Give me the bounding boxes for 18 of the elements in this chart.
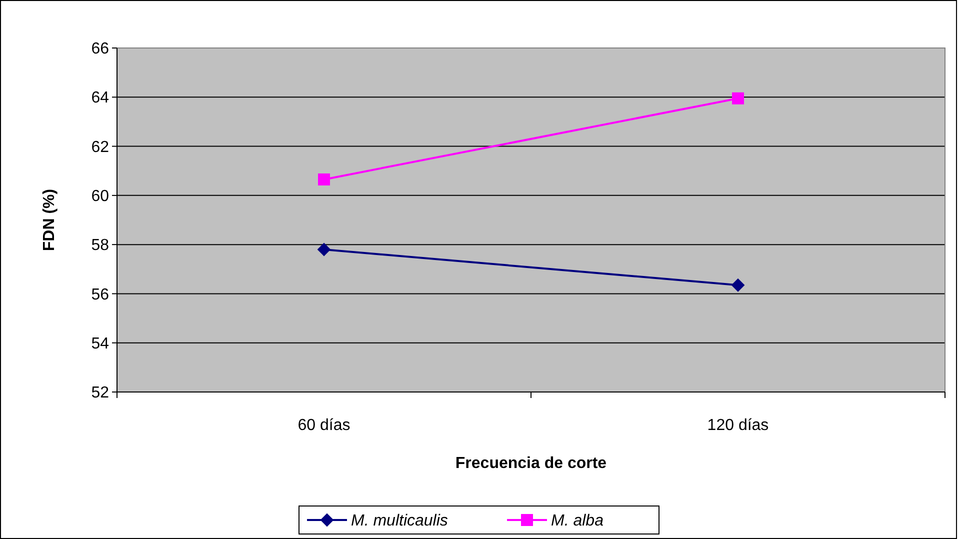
y-tick-label: 66: [91, 40, 110, 58]
y-tick-label: 54: [91, 335, 110, 352]
y-tick-label: 56: [91, 286, 110, 304]
point: [732, 278, 744, 292]
y-tick-label: 58: [91, 237, 110, 254]
x-axis-title: Frecuencia de corte: [455, 455, 607, 472]
y-tick-label: 60: [91, 188, 110, 206]
legend-label: M. multicaulis: [351, 512, 448, 530]
x-tick-label: 120 días: [707, 417, 769, 434]
y-tick-label: 62: [91, 138, 110, 156]
y-axis-title: FDN (%): [41, 188, 58, 252]
x-tick-label: 60 días: [298, 417, 350, 434]
point: [318, 242, 330, 256]
point: [318, 173, 330, 186]
y-tick-label: 64: [91, 90, 110, 107]
y-tick-label: 52: [91, 384, 110, 402]
point: [732, 92, 744, 104]
legend-label: M. alba: [551, 512, 604, 530]
